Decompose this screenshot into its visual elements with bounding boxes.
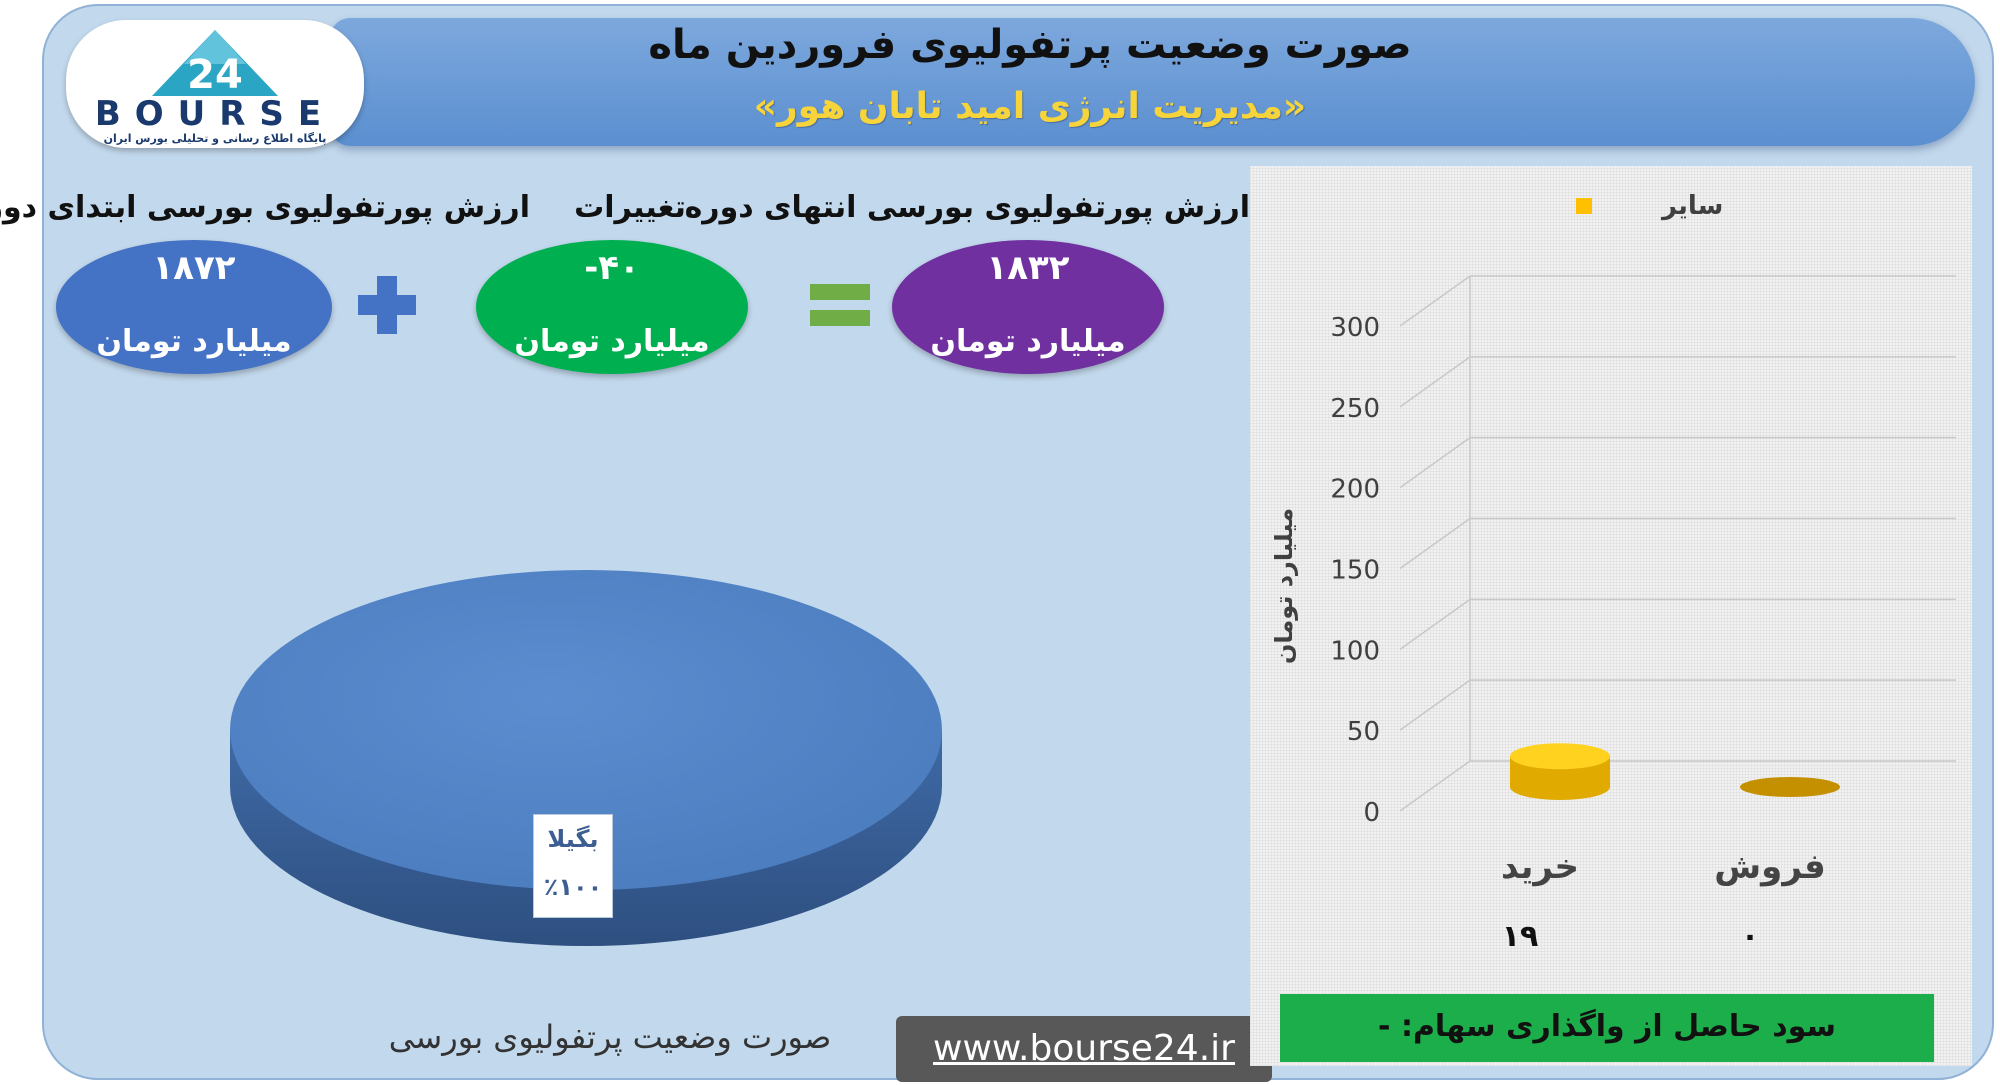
- bar-cylinder-1: [1740, 777, 1840, 797]
- legend-label: سایر: [1660, 191, 1723, 221]
- pie-slice-bagila: [230, 570, 942, 890]
- y-tick-label: 300: [1330, 313, 1380, 343]
- pie-slice-percent: ٪۱۰۰: [543, 873, 603, 901]
- y-tick-label: 200: [1330, 475, 1380, 505]
- pie-slice-name: بگیلا: [547, 825, 599, 853]
- bar-value-label: ۱۹: [1502, 919, 1539, 954]
- pie-caption: صورت وضعیت پرتفولیوی بورسی: [388, 1018, 832, 1056]
- page-title: صورت وضعیت پرتفولیوی فروردین ماه: [648, 22, 1412, 68]
- logo-tagline: پایگاه اطلاع رسانی و تحلیلی بورس ایران: [103, 132, 327, 145]
- buy-sell-bar-chart: 0 50 100 150 200 250 300 میلیارد تومان سایر خرید ۱…: [1270, 191, 1956, 954]
- y-tick-label: 150: [1330, 556, 1380, 586]
- gridline-depth: [1399, 437, 1471, 489]
- gridline-depth: [1399, 275, 1471, 327]
- gridline-depth: [1399, 760, 1471, 812]
- start-value-label: ارزش پورتفولیوی بورسی ابتدای دوره: [0, 190, 530, 225]
- website-link[interactable]: www.bourse24.ir: [896, 1016, 1272, 1082]
- change-oval: -۴۰ میلیارد تومان: [476, 240, 748, 374]
- logo-wordmark: BOURSE: [94, 94, 336, 134]
- x-category-label: خرید: [1501, 847, 1579, 887]
- start-value: ۱۸۷۲: [152, 248, 236, 288]
- buy-sell-chart-panel: [1250, 166, 1972, 1066]
- y-tick-label: 50: [1347, 717, 1380, 747]
- bourse24-logo[interactable]: 24 BOURSE پایگاه اطلاع رسانی و تحلیلی بو…: [66, 20, 364, 148]
- logo-number: 24: [187, 52, 243, 98]
- end-value-unit: میلیارد تومان: [930, 324, 1126, 359]
- y-tick-label: 250: [1330, 394, 1380, 424]
- bar-value-label: ۰: [1741, 919, 1759, 954]
- logo-mountain-icon: 24: [152, 30, 278, 98]
- y-tick-label: 100: [1330, 636, 1380, 666]
- x-category-label: فروش: [1714, 847, 1825, 887]
- gridline-depth: [1399, 517, 1471, 570]
- start-value-unit: میلیارد تومان: [96, 324, 292, 359]
- bar-cylinder-top-0: [1510, 743, 1610, 770]
- stock-sale-profit: سود حاصل از واگذاری سهام: -: [1280, 994, 1934, 1062]
- legend-swatch: [1576, 198, 1592, 214]
- end-value-oval: ۱۸۳۲ میلیارد تومان: [892, 240, 1164, 374]
- gridline-depth: [1399, 598, 1471, 650]
- equals-icon: [808, 278, 872, 334]
- gridline-depth: [1399, 679, 1471, 731]
- gridline-depth: [1399, 356, 1471, 408]
- end-value-label: ارزش پورتفولیوی بورسی انتهای دوره: [684, 190, 1250, 225]
- change-label: تغییرات: [574, 190, 686, 225]
- end-value: ۱۸۳۲: [986, 248, 1070, 288]
- y-tick-label: 0: [1363, 798, 1380, 828]
- change-unit: میلیارد تومان: [514, 324, 710, 359]
- change-value: -۴۰: [584, 248, 640, 288]
- pie-data-label: بگیلا ٪۱۰۰: [533, 814, 613, 918]
- company-subtitle: «مدیریت انرژی امید تابان هور»: [753, 86, 1307, 127]
- plus-icon: [352, 270, 422, 340]
- y-axis-label: میلیارد تومان: [1270, 508, 1298, 664]
- start-value-oval: ۱۸۷۲ میلیارد تومان: [56, 240, 332, 374]
- header-banner: [330, 18, 1975, 146]
